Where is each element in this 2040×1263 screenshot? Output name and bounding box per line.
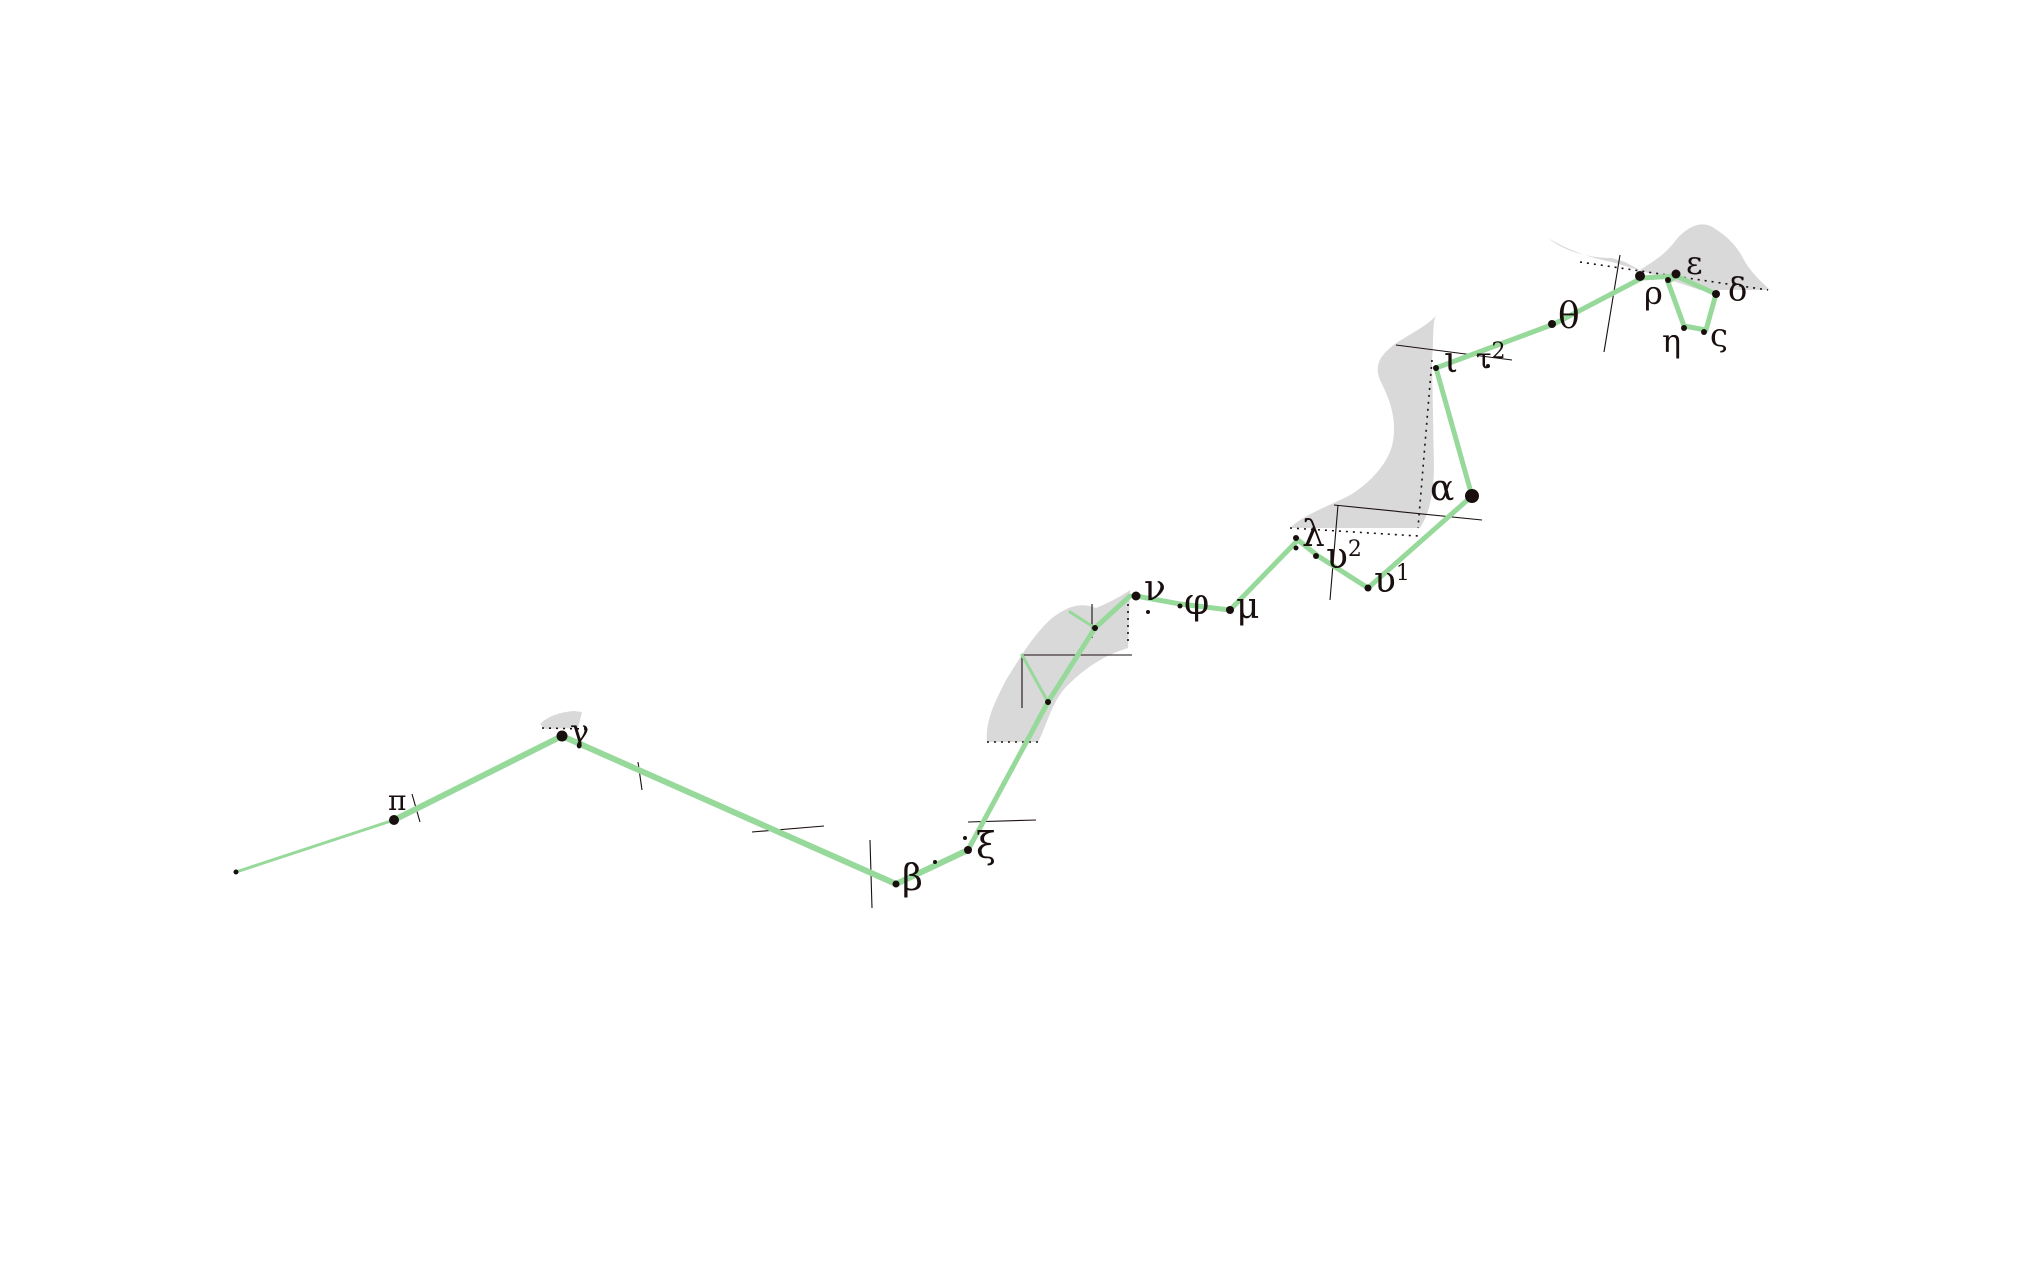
star-upsilon1	[1364, 584, 1372, 592]
label-pi: π	[388, 784, 406, 817]
star-upsilon2	[1313, 553, 1319, 559]
label-epsilon: ε	[1686, 244, 1703, 282]
stars	[233, 269, 1720, 888]
grid-tick	[637, 761, 643, 791]
label-gamma: γ	[570, 712, 589, 750]
star-tail	[233, 869, 239, 875]
star-theta	[1548, 320, 1556, 328]
star-faint	[963, 836, 967, 840]
coordinate-grid	[411, 254, 1621, 909]
label-tau2: τ2	[1476, 339, 1506, 375]
star-rho	[1635, 271, 1645, 281]
label-delta: δ	[1728, 270, 1747, 308]
star-beta	[892, 880, 900, 888]
milky-way-patch-alpha	[1290, 316, 1436, 528]
star-pi	[389, 815, 399, 825]
grid-tick	[1329, 504, 1339, 601]
boundary-lines	[541, 261, 1769, 743]
grid-tick	[1603, 254, 1621, 353]
star-alpha	[1465, 489, 1479, 503]
star-eta	[1681, 325, 1687, 331]
line-xi-middle	[965, 593, 1133, 853]
label-sigma: ς	[1710, 316, 1728, 354]
line-iota-rho	[1433, 273, 1679, 371]
star-faint	[933, 860, 937, 864]
star-middle-a	[1045, 699, 1051, 705]
label-lambda: λ	[1302, 514, 1325, 555]
line-nu-mu	[1133, 537, 1301, 613]
star-lambda	[1293, 535, 1299, 541]
line-tail	[234, 818, 396, 874]
boundary-alpha	[1289, 359, 1433, 537]
star-labels: π γ β ξ ν φ μ λ υ2 υ1 α ι τ2 θ ρ ε δ η ς	[388, 244, 1747, 899]
label-mu: μ	[1236, 586, 1259, 627]
label-nu: ν	[1144, 568, 1166, 609]
milky-way-patch-gamma	[540, 711, 582, 729]
star-iota	[1433, 365, 1439, 371]
milky-way-shading	[540, 224, 1770, 742]
label-alpha: α	[1430, 468, 1454, 509]
star-middle-b	[1092, 625, 1098, 631]
star-rho-b	[1665, 277, 1671, 283]
star-nu	[1131, 591, 1141, 601]
star-delta	[1712, 290, 1720, 298]
grid-tick	[1395, 344, 1513, 361]
boundary-middle	[987, 597, 1129, 743]
star-lambda-b	[1293, 545, 1299, 551]
star-tau2	[1486, 364, 1490, 368]
label-theta: θ	[1558, 296, 1580, 337]
grid-tick	[1333, 504, 1483, 521]
star-faint	[1146, 610, 1150, 614]
label-upsilon2: υ2	[1326, 536, 1362, 577]
label-xi: ξ	[976, 826, 996, 867]
star-sigma	[1701, 329, 1707, 335]
label-upsilon1: υ1	[1374, 560, 1410, 601]
line-pi-gamma-beta	[391, 733, 971, 887]
star-gamma	[556, 730, 568, 742]
label-rho: ρ	[1644, 274, 1663, 312]
milky-way-patch-rho	[1548, 224, 1770, 290]
constellation-lines	[234, 273, 1719, 887]
line-middle-inner	[1020, 610, 1097, 704]
grid-tick	[967, 819, 1037, 823]
star-epsilon	[1671, 269, 1681, 279]
star-xi	[964, 846, 972, 854]
grid-tick	[751, 825, 825, 833]
boundary-gamma	[541, 727, 586, 730]
label-phi: φ	[1184, 582, 1209, 623]
label-beta: β	[902, 858, 923, 899]
star-phi	[1177, 603, 1183, 609]
star-mu	[1226, 606, 1234, 614]
label-eta: η	[1662, 322, 1681, 360]
label-iota: ι	[1444, 340, 1458, 381]
